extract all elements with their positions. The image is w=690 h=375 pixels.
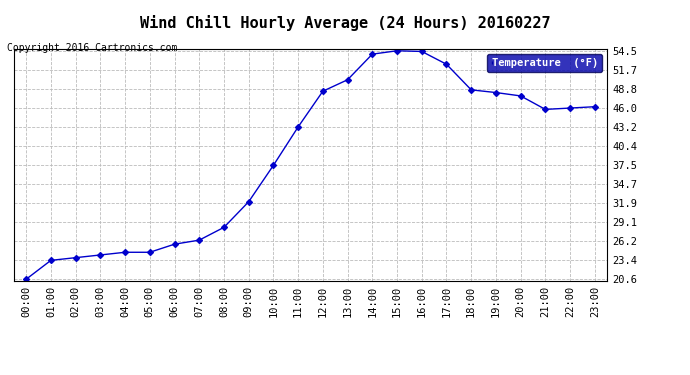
Text: Copyright 2016 Cartronics.com: Copyright 2016 Cartronics.com — [7, 43, 177, 53]
Legend: Temperature  (°F): Temperature (°F) — [487, 54, 602, 72]
Text: Wind Chill Hourly Average (24 Hours) 20160227: Wind Chill Hourly Average (24 Hours) 201… — [139, 15, 551, 31]
